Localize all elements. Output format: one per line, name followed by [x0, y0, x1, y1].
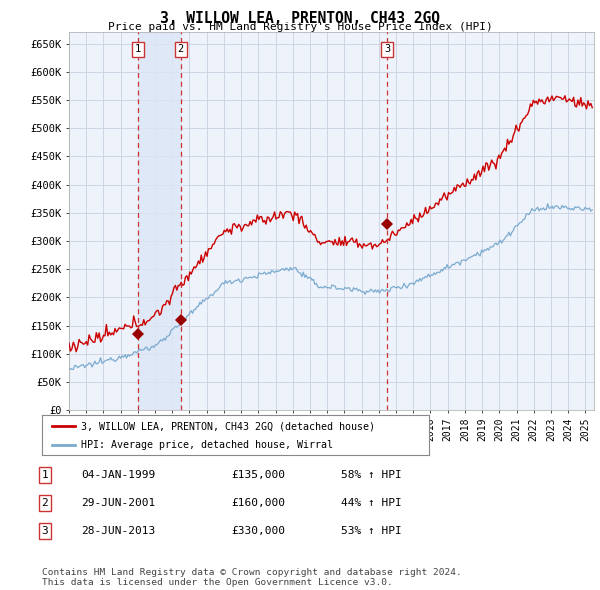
Text: £330,000: £330,000	[231, 526, 285, 536]
Text: £135,000: £135,000	[231, 470, 285, 480]
Text: 1: 1	[41, 470, 49, 480]
Text: 53% ↑ HPI: 53% ↑ HPI	[341, 526, 401, 536]
Text: 3: 3	[41, 526, 49, 536]
Text: Contains HM Land Registry data © Crown copyright and database right 2024.
This d: Contains HM Land Registry data © Crown c…	[42, 568, 462, 587]
Bar	[138, 32, 181, 410]
Text: 04-JAN-1999: 04-JAN-1999	[81, 470, 155, 480]
Text: 3, WILLOW LEA, PRENTON, CH43 2GQ: 3, WILLOW LEA, PRENTON, CH43 2GQ	[160, 11, 440, 25]
Text: 58% ↑ HPI: 58% ↑ HPI	[341, 470, 401, 480]
Text: £160,000: £160,000	[231, 498, 285, 507]
Text: 2: 2	[178, 44, 184, 54]
Text: 2: 2	[41, 498, 49, 507]
Text: HPI: Average price, detached house, Wirral: HPI: Average price, detached house, Wirr…	[81, 440, 333, 450]
Text: 1: 1	[135, 44, 141, 54]
Text: 29-JUN-2001: 29-JUN-2001	[81, 498, 155, 507]
Text: Price paid vs. HM Land Registry's House Price Index (HPI): Price paid vs. HM Land Registry's House …	[107, 22, 493, 32]
Text: 44% ↑ HPI: 44% ↑ HPI	[341, 498, 401, 507]
Text: 28-JUN-2013: 28-JUN-2013	[81, 526, 155, 536]
Text: 3: 3	[384, 44, 391, 54]
Text: 3, WILLOW LEA, PRENTON, CH43 2GQ (detached house): 3, WILLOW LEA, PRENTON, CH43 2GQ (detach…	[81, 421, 375, 431]
